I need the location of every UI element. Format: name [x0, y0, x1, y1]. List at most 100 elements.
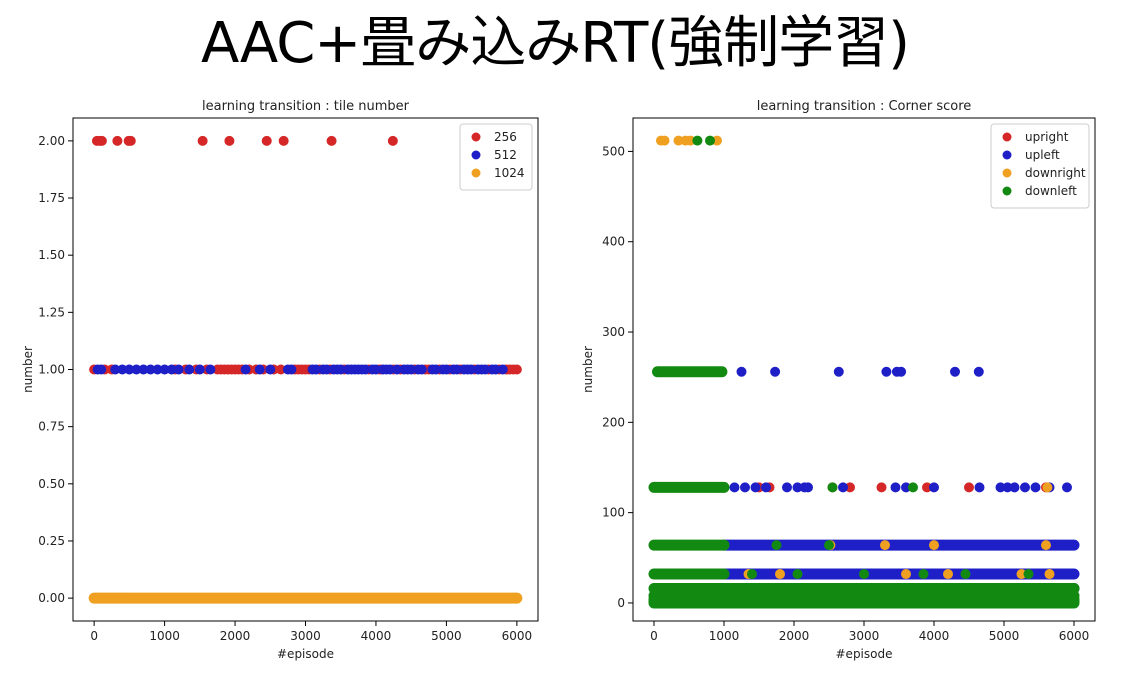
data-point [1065, 540, 1076, 551]
y-axis-label: number [21, 346, 35, 393]
data-point [480, 364, 491, 375]
data-point [908, 482, 918, 493]
y-tick-label: 500 [602, 144, 625, 158]
data-point [950, 366, 960, 377]
data-point [896, 366, 907, 377]
x-tick-label: 6000 [1059, 629, 1090, 643]
x-tick-label: 5000 [989, 629, 1020, 643]
data-point [145, 364, 156, 375]
data-point [159, 364, 170, 375]
data-point [852, 583, 862, 594]
slide-title: AAC+畳み込みRT(強制学習) [201, 11, 910, 76]
data-point [261, 135, 272, 146]
data-point [688, 366, 699, 377]
data-point [240, 364, 251, 375]
data-point [430, 364, 441, 375]
data-point [416, 364, 427, 375]
y-tick-label: 1.50 [38, 248, 65, 262]
data-point [929, 482, 939, 493]
x-tick-label: 3000 [849, 629, 880, 643]
data-point [335, 364, 346, 375]
x-tick-label: 2000 [779, 629, 810, 643]
data-point [1002, 482, 1013, 493]
x-tick-label: 5000 [431, 629, 462, 643]
data-point [1042, 482, 1053, 493]
y-tick-label: 2.00 [38, 134, 65, 148]
y-tick-label: 100 [602, 506, 625, 520]
legend-label: upleft [1025, 148, 1060, 162]
data-point [466, 364, 477, 375]
data-point [673, 135, 684, 146]
data-point [911, 583, 922, 594]
x-tick-label: 0 [650, 629, 658, 643]
data-point [699, 366, 710, 377]
x-tick-label: 1000 [709, 629, 740, 643]
x-tick-label: 4000 [919, 629, 950, 643]
data-point [1009, 482, 1020, 493]
data-point [740, 482, 750, 493]
data-point [901, 569, 911, 580]
legend-marker [1002, 168, 1012, 178]
chart-title: learning transition : Corner score [757, 99, 972, 114]
data-point [750, 482, 761, 493]
x-tick-label: 3000 [290, 629, 321, 643]
data-point [205, 364, 216, 375]
data-point [197, 135, 208, 146]
y-tick-label: 1.25 [38, 305, 65, 319]
data-point [265, 364, 276, 375]
legend-marker [1002, 150, 1012, 160]
x-tick-label: 6000 [502, 629, 533, 643]
chart-tile-number: learning transition : tile number 0 1000 20… [21, 99, 539, 661]
data-point [184, 364, 195, 375]
series-512 [92, 364, 508, 375]
data-point [824, 540, 834, 551]
y-tick-label: 1.00 [38, 363, 65, 377]
data-point [110, 364, 121, 375]
legend-label: downright [1025, 166, 1086, 180]
legend-label: 1024 [494, 166, 525, 180]
y-tick-label: 0.75 [38, 420, 65, 434]
x-tick-label: 4000 [361, 629, 392, 643]
data-point [712, 135, 722, 146]
data-point [881, 366, 892, 377]
data-point [922, 482, 932, 493]
data-point [387, 135, 398, 146]
data-point [406, 364, 417, 375]
data-point [775, 569, 785, 580]
data-point [497, 364, 508, 375]
legend-marker [1002, 186, 1012, 196]
data-point [770, 366, 781, 377]
y-tick-label: 400 [602, 235, 625, 249]
data-point [943, 569, 953, 580]
data-point [125, 135, 136, 146]
data-point [880, 540, 890, 551]
data-point [838, 482, 848, 493]
legend-label: upright [1025, 130, 1069, 144]
data-point [326, 135, 337, 146]
data-point [1023, 569, 1034, 580]
data-point [166, 364, 177, 375]
data-point [974, 482, 985, 493]
x-axis-label: #episode [836, 647, 893, 661]
x-tick-label: 2000 [220, 629, 251, 643]
data-point [747, 569, 757, 580]
data-point [705, 135, 715, 146]
data-point [833, 366, 844, 377]
data-point [1041, 540, 1051, 551]
data-marks [88, 135, 523, 604]
data-point [360, 364, 371, 375]
data-point [385, 364, 396, 375]
data-point [782, 482, 792, 493]
y-axis-label: number [581, 346, 595, 393]
data-point [845, 482, 855, 493]
data-point [311, 364, 322, 375]
y-tick-label: 300 [602, 325, 625, 339]
data-point [278, 135, 289, 146]
data-point [761, 482, 771, 493]
data-point [918, 569, 929, 580]
legend-marker [1002, 132, 1012, 142]
data-point [729, 482, 740, 493]
data-marks [648, 135, 1080, 609]
y-tick-label: 200 [602, 415, 625, 429]
legend-label: 512 [494, 148, 517, 162]
